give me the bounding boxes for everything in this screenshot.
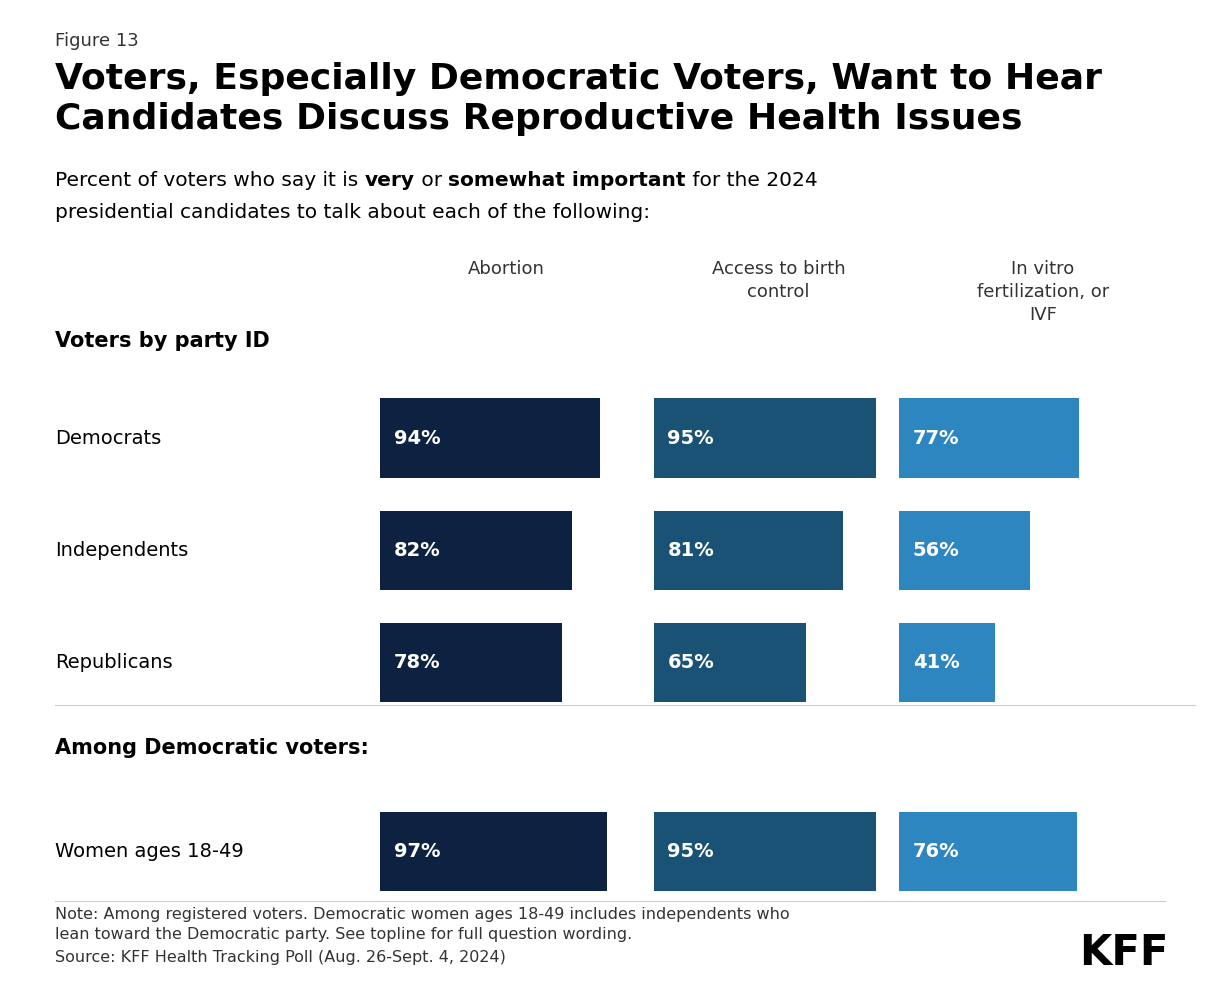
Text: 81%: 81% (667, 541, 714, 559)
Bar (654, 511, 843, 590)
Bar (654, 811, 876, 892)
Bar (899, 811, 1077, 892)
Text: presidential candidates to talk about each of the following:: presidential candidates to talk about ea… (55, 203, 650, 222)
Text: 41%: 41% (913, 653, 959, 673)
Text: 97%: 97% (394, 842, 440, 861)
Text: Abortion: Abortion (467, 260, 545, 278)
Bar (654, 399, 876, 478)
Text: Note: Among registered voters. Democratic women ages 18-49 includes independents: Note: Among registered voters. Democrati… (55, 907, 789, 942)
Text: Voters, Especially Democratic Voters, Want to Hear
Candidates Discuss Reproducti: Voters, Especially Democratic Voters, Wa… (55, 62, 1102, 136)
Bar (899, 399, 1078, 478)
Text: 78%: 78% (394, 653, 440, 673)
Text: Democrats: Democrats (55, 429, 161, 447)
Bar (654, 623, 805, 702)
Bar (379, 811, 606, 892)
Text: somewhat important: somewhat important (448, 171, 686, 189)
Text: In vitro
fertilization, or
IVF: In vitro fertilization, or IVF (977, 260, 1109, 323)
Text: Percent of voters who say it is: Percent of voters who say it is (55, 171, 365, 189)
Text: Source: KFF Health Tracking Poll (Aug. 26-Sept. 4, 2024): Source: KFF Health Tracking Poll (Aug. 2… (55, 950, 506, 965)
Text: for the 2024: for the 2024 (686, 171, 817, 189)
Text: 82%: 82% (394, 541, 440, 559)
Text: Republicans: Republicans (55, 653, 172, 673)
Text: Women ages 18-49: Women ages 18-49 (55, 842, 244, 861)
Text: 77%: 77% (913, 429, 959, 447)
Text: Figure 13: Figure 13 (55, 32, 139, 50)
Text: 95%: 95% (667, 429, 714, 447)
Bar (899, 511, 1030, 590)
Bar (379, 623, 562, 702)
Text: KFF: KFF (1080, 932, 1169, 974)
Text: or: or (415, 171, 448, 189)
Text: 56%: 56% (913, 541, 959, 559)
Bar (899, 623, 994, 702)
Text: Access to birth
control: Access to birth control (711, 260, 845, 301)
Bar (379, 511, 572, 590)
Text: 65%: 65% (667, 653, 714, 673)
Text: 94%: 94% (394, 429, 440, 447)
Text: very: very (365, 171, 415, 189)
Bar (379, 399, 600, 478)
Text: Voters by party ID: Voters by party ID (55, 331, 270, 351)
Text: Independents: Independents (55, 541, 188, 559)
Text: 95%: 95% (667, 842, 714, 861)
Text: 76%: 76% (913, 842, 959, 861)
Text: Among Democratic voters:: Among Democratic voters: (55, 738, 368, 758)
